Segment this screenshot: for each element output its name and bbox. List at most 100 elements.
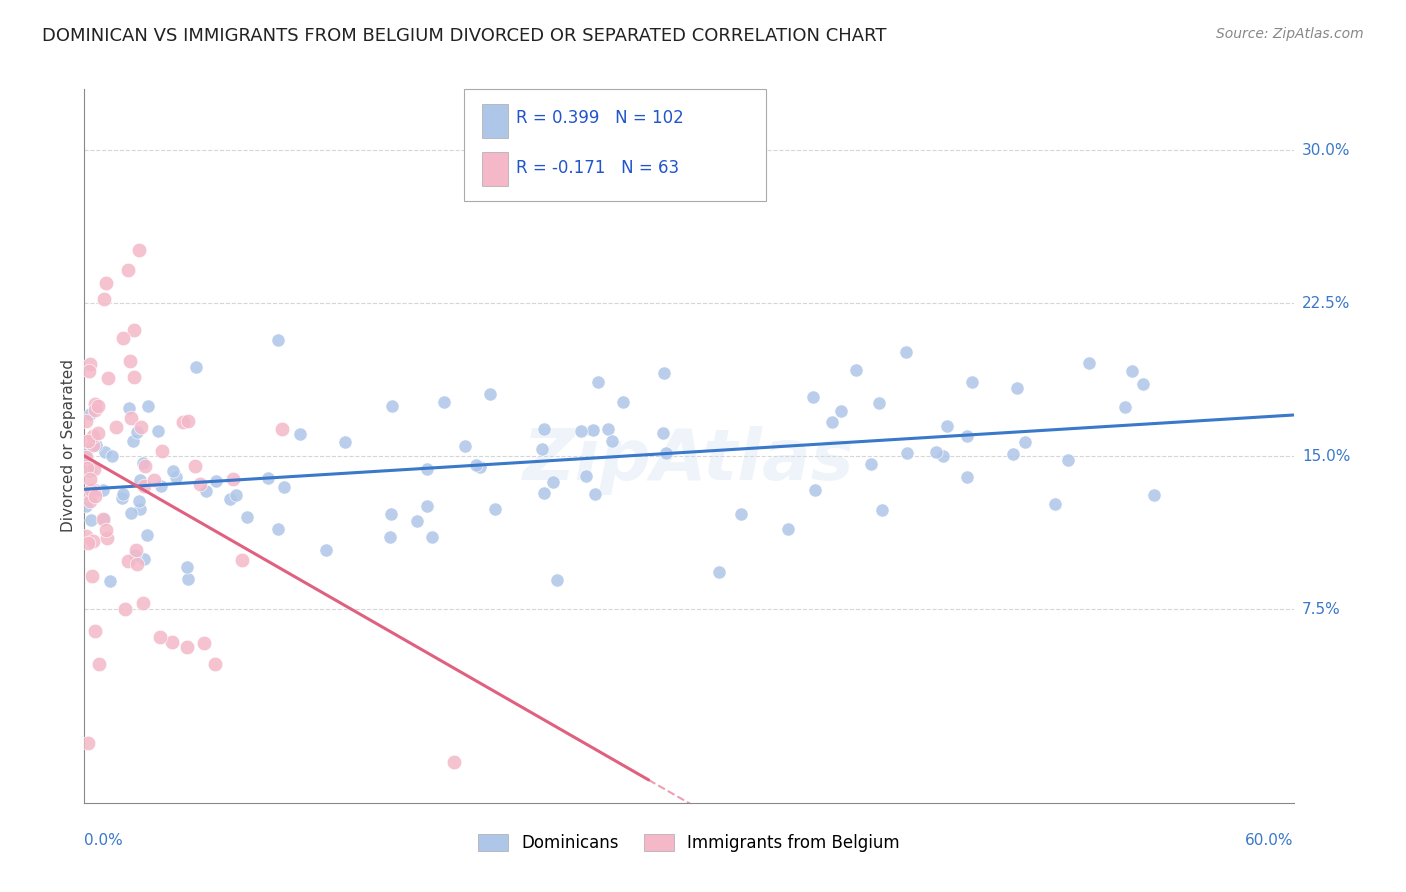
Point [707, 566, 730, 580]
Legend: Dominicans, Immigrants from Belgium: Dominicans, Immigrants from Belgium [471, 827, 907, 859]
Point [76, 461, 98, 475]
Point [91, 483, 114, 497]
Point [129, 474, 152, 488]
Point [600, 434, 623, 449]
Point [76, 536, 98, 550]
Point [80, 513, 103, 527]
Point [830, 403, 852, 417]
Point [162, 464, 184, 478]
Point [165, 470, 187, 484]
Point [803, 483, 825, 497]
Point [82, 534, 104, 549]
Text: 15.0%: 15.0% [1302, 449, 1350, 464]
Point [104, 420, 127, 434]
Point [94, 444, 117, 458]
Point [84, 624, 107, 639]
Point [186, 359, 208, 374]
Point [415, 462, 437, 476]
Point [231, 553, 253, 567]
Point [267, 333, 290, 347]
Point [79, 357, 101, 371]
Point [776, 522, 799, 536]
Point [1014, 435, 1036, 450]
Point [652, 426, 675, 441]
Point [134, 459, 156, 474]
Text: R = 0.399   N = 102: R = 0.399 N = 102 [516, 110, 683, 128]
Point [575, 469, 598, 483]
Point [204, 657, 226, 671]
Point [94, 276, 117, 290]
Point [612, 395, 634, 409]
Point [117, 553, 139, 567]
Point [84, 397, 107, 411]
Point [381, 399, 404, 413]
Point [870, 502, 893, 516]
Point [195, 483, 218, 498]
Point [654, 446, 676, 460]
Text: R = -0.171   N = 63: R = -0.171 N = 63 [516, 159, 679, 177]
Point [193, 636, 215, 650]
Point [256, 471, 278, 485]
Point [122, 322, 145, 336]
Point [222, 472, 245, 486]
Point [315, 542, 337, 557]
Point [125, 543, 148, 558]
Point [77, 363, 100, 377]
Point [406, 515, 429, 529]
Point [128, 494, 150, 508]
Point [132, 552, 155, 566]
Point [583, 487, 606, 501]
Point [1002, 447, 1025, 461]
Point [454, 440, 477, 454]
Point [132, 456, 155, 470]
Point [1078, 356, 1101, 370]
Point [149, 630, 172, 644]
Point [97, 370, 120, 384]
Point [98, 574, 121, 589]
Text: ZipAtlas: ZipAtlas [523, 425, 855, 495]
Point [91, 512, 114, 526]
Point [120, 411, 142, 425]
Point [533, 422, 555, 436]
Point [111, 331, 134, 345]
Point [79, 464, 101, 478]
Point [76, 736, 98, 750]
Point [79, 493, 101, 508]
Point [845, 363, 868, 377]
Point [935, 419, 957, 434]
Point [118, 354, 141, 368]
Point [422, 530, 444, 544]
Point [586, 375, 609, 389]
Point [184, 458, 207, 473]
Point [87, 657, 110, 672]
Text: Source: ZipAtlas.com: Source: ZipAtlas.com [1216, 27, 1364, 41]
Point [204, 475, 226, 489]
Point [129, 501, 152, 516]
Point [569, 424, 592, 438]
Point [177, 572, 200, 586]
Point [138, 399, 160, 413]
Point [267, 522, 290, 536]
Point [128, 243, 150, 257]
Point [533, 486, 555, 500]
Text: 22.5%: 22.5% [1302, 296, 1350, 310]
Point [859, 458, 882, 472]
Point [79, 472, 101, 486]
Point [83, 462, 105, 476]
Point [1043, 497, 1066, 511]
Point [225, 488, 247, 502]
Point [956, 470, 979, 484]
Point [333, 434, 356, 449]
Point [75, 450, 97, 465]
Point [478, 386, 501, 401]
Point [270, 422, 292, 436]
Point [75, 414, 97, 428]
Point [464, 458, 486, 472]
Point [121, 434, 143, 449]
Point [468, 460, 491, 475]
Point [143, 473, 166, 487]
Point [114, 601, 136, 615]
Point [135, 528, 157, 542]
Point [172, 416, 194, 430]
Point [87, 425, 110, 440]
